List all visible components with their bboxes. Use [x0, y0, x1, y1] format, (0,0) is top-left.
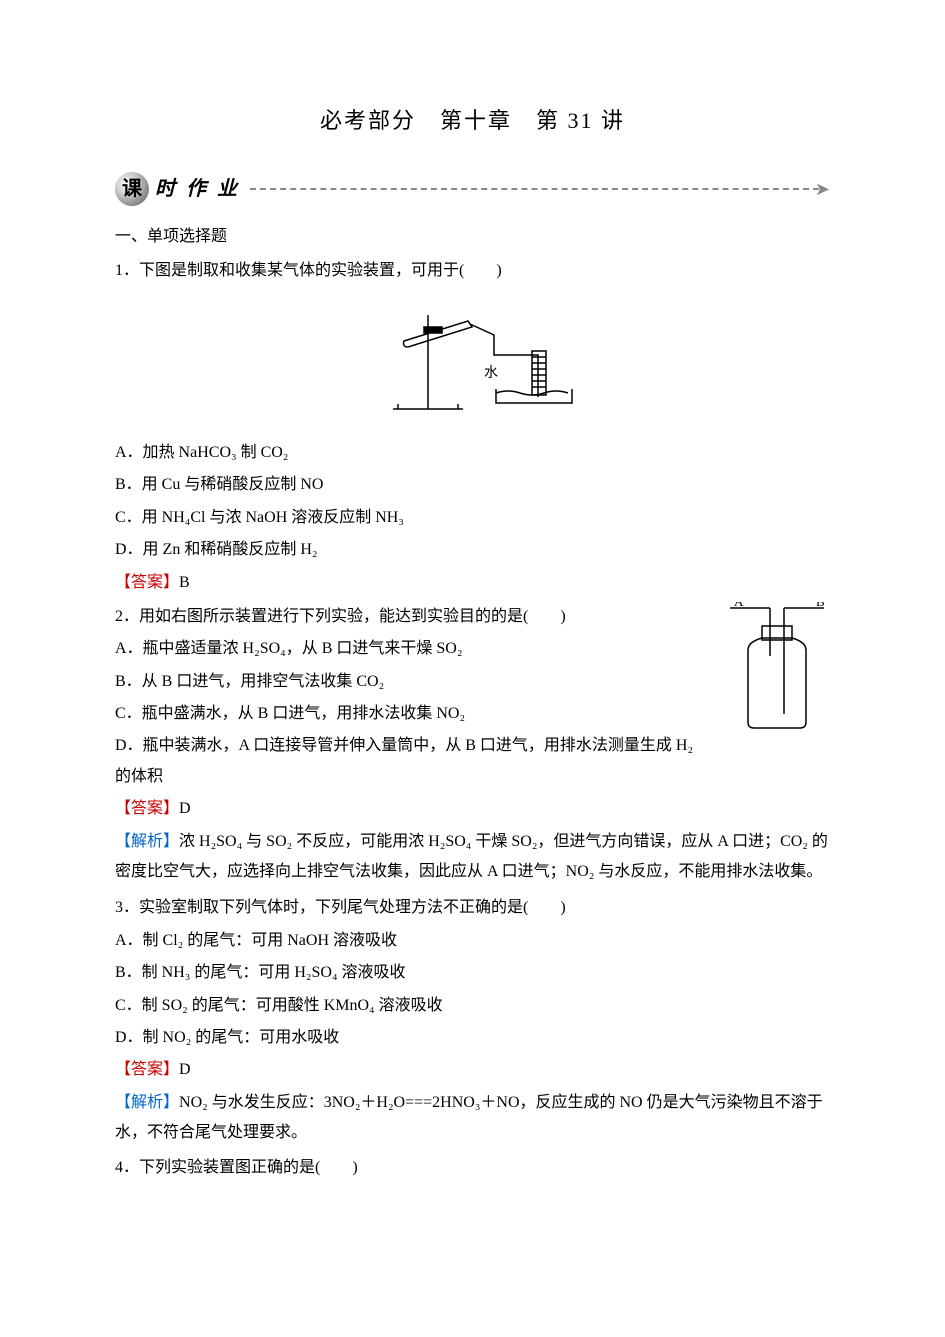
water-label: 水 [484, 365, 498, 381]
q2-stem-text: 2．用如右图所示装置进行下列实验，能达到实验目的的是 [115, 608, 523, 625]
q4-stem: 4．下列实验装置图正确的是( ) [115, 1153, 830, 1183]
q3-answer-value: D [179, 1061, 191, 1078]
answer-label: 【答案】 [115, 1061, 179, 1078]
page-title: 必考部分 第十章 第 31 讲 [115, 100, 830, 142]
q2-answer-value: D [179, 800, 191, 817]
explain-label: 【解析】 [115, 833, 179, 850]
banner-text: 时 作 业 [155, 170, 240, 208]
q4-stem-text: 4．下列实验装置图正确的是 [115, 1159, 315, 1176]
q3-explain: 【解析】NO₂ 与水发生反应：3NO₂＋H₂O===2HNO₃＋NO，反应生成的… [115, 1088, 830, 1149]
explain-label: 【解析】 [115, 1094, 179, 1111]
q3-option-c: C．制 SO₂ 的尾气：可用酸性 KMnO₄ 溶液吸收 [115, 991, 830, 1021]
q1-option-a: A．加热 NaHCO₃ 制 CO₂ [115, 438, 830, 468]
banner: 课 时 作 业 ➤ [115, 170, 830, 208]
banner-dash-line [250, 188, 819, 190]
label-b: B [816, 602, 825, 609]
q2-answer: 【答案】D [115, 794, 830, 824]
banner-circle-icon: 课 [115, 172, 149, 206]
blank-paren: ( ) [315, 1159, 358, 1176]
q3-option-d: D．制 NO₂ 的尾气：可用水吸收 [115, 1023, 830, 1053]
question-3: 3．实验室制取下列气体时，下列尾气处理方法不正确的是( ) A．制 Cl₂ 的尾… [115, 893, 830, 1148]
gas-bottle-diagram-icon: A B [720, 602, 830, 732]
answer-label: 【答案】 [115, 574, 179, 591]
answer-label: 【答案】 [115, 800, 179, 817]
q1-figure: 水 [115, 297, 830, 428]
q3-stem: 3．实验室制取下列气体时，下列尾气处理方法不正确的是( ) [115, 893, 830, 923]
q1-stem-text: 1．下图是制取和收集某气体的实验装置，可用于 [115, 262, 459, 279]
question-1: 1．下图是制取和收集某气体的实验装置，可用于( ) [115, 256, 830, 598]
q3-stem-text: 3．实验室制取下列气体时，下列尾气处理方法不正确的是 [115, 899, 523, 916]
q2-explain-text: 浓 H₂SO₄ 与 SO₂ 不反应，可能用浓 H₂SO₄ 干燥 SO₂，但进气方… [115, 833, 828, 880]
q1-stem: 1．下图是制取和收集某气体的实验装置，可用于( ) [115, 256, 830, 286]
section-heading: 一、单项选择题 [115, 222, 830, 252]
blank-paren: ( ) [523, 608, 566, 625]
q3-explain-text: NO₂ 与水发生反应：3NO₂＋H₂O===2HNO₃＋NO，反应生成的 NO … [115, 1094, 823, 1141]
apparatus-diagram-icon: 水 [368, 297, 578, 417]
q1-option-c: C．用 NH₄Cl 与浓 NaOH 溶液反应制 NH₃ [115, 503, 830, 533]
q1-answer-value: B [179, 574, 190, 591]
q3-option-b: B．制 NH₃ 的尾气：可用 H₂SO₄ 溶液吸收 [115, 958, 830, 988]
question-4: 4．下列实验装置图正确的是( ) [115, 1153, 830, 1183]
question-2: A B 2．用如右图所示装置进行下列实验，能达到实验目的的是( ) A．瓶中盛适… [115, 602, 830, 890]
q1-option-b: B．用 Cu 与稀硝酸反应制 NO [115, 470, 830, 500]
q1-answer: 【答案】B [115, 568, 830, 598]
q2-figure: A B [720, 602, 830, 743]
label-a: A [734, 602, 744, 609]
q3-option-a: A．制 Cl₂ 的尾气：可用 NaOH 溶液吸收 [115, 926, 830, 956]
blank-paren: ( ) [459, 262, 502, 279]
q1-option-d: D．用 Zn 和稀硝酸反应制 H₂ [115, 535, 830, 565]
blank-paren: ( ) [523, 899, 566, 916]
q3-answer: 【答案】D [115, 1055, 830, 1085]
q2-explain: 【解析】浓 H₂SO₄ 与 SO₂ 不反应，可能用浓 H₂SO₄ 干燥 SO₂，… [115, 827, 830, 888]
